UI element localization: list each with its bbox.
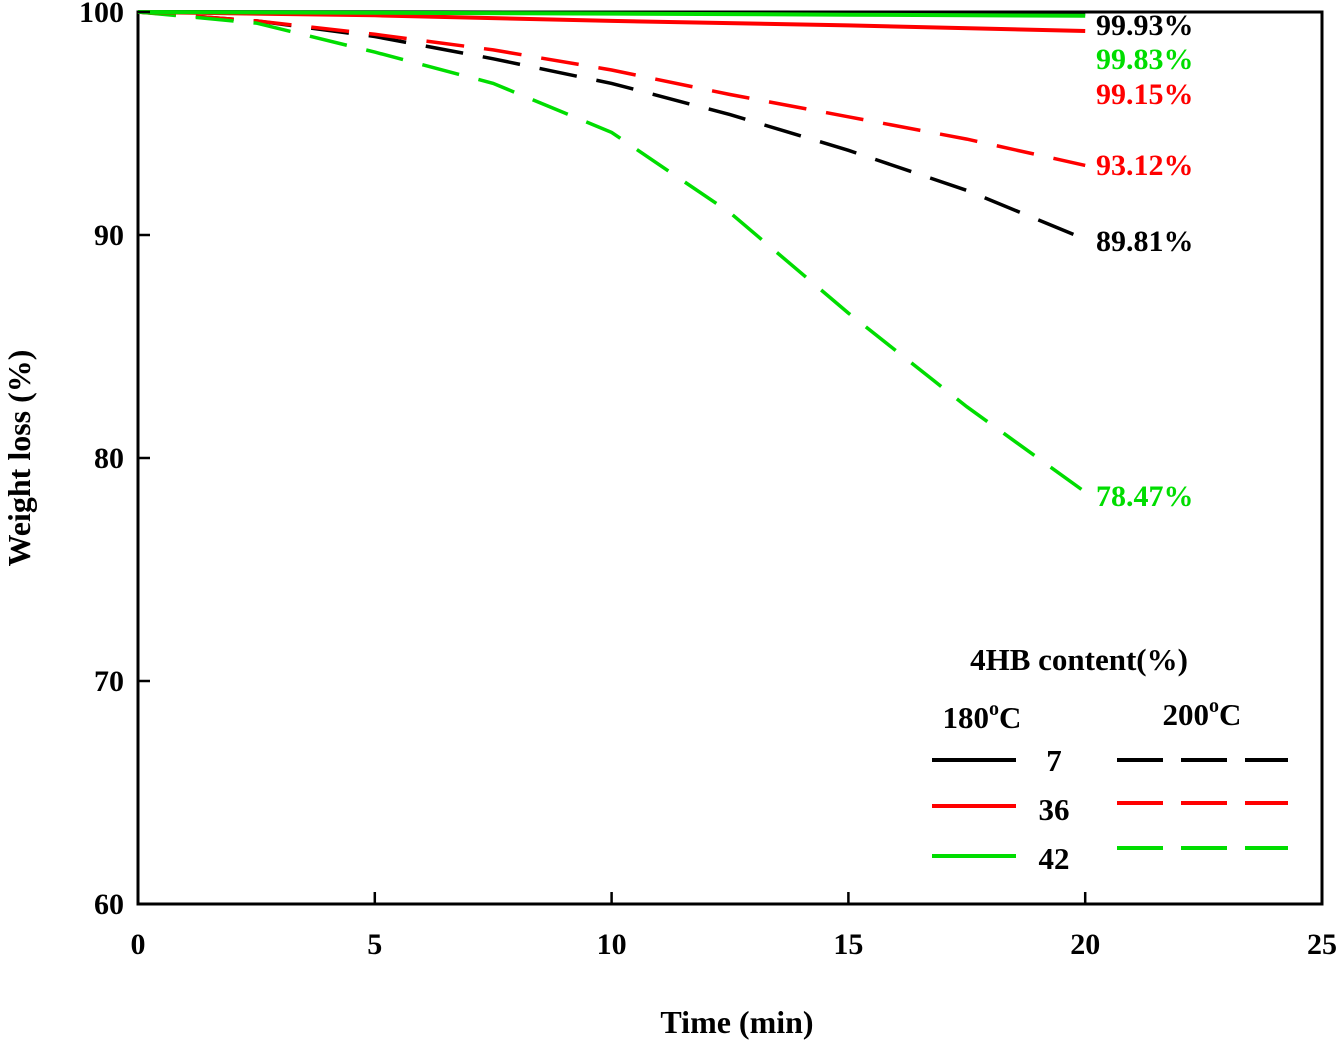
legend-column-180: 180oC: [943, 698, 1022, 735]
series-line-200C-42: [137, 10, 1087, 494]
annotation-label: 99.15%: [1096, 78, 1194, 111]
x-tick-label: 15: [833, 928, 863, 961]
series-layer: [137, 10, 1087, 494]
series-line-180C-42: [137, 10, 1086, 18]
y-tick-label: 90: [94, 219, 124, 252]
y-tick-label: 100: [79, 0, 124, 29]
y-tick-label: 80: [94, 442, 124, 475]
annotation-label: 89.81%: [1096, 225, 1194, 258]
x-tick-label: 0: [131, 928, 146, 961]
legend: 4HB content(%) 180oC 200oC 7 36 42: [932, 642, 1288, 876]
legend-label-42: 42: [1039, 841, 1070, 876]
annotation-layer: 99.93%99.83%99.15% 93.12% 89.81% 78.47%: [1096, 9, 1194, 513]
y-axis-title: Weight loss (%): [1, 350, 37, 567]
legend-label-7: 7: [1046, 743, 1062, 778]
series-line-200C-7: [137, 10, 1086, 241]
annotation-label: 93.12%: [1096, 149, 1194, 182]
plot-area: [136, 10, 1324, 906]
y-tick-label: 60: [94, 888, 124, 921]
x-axis-title: Time (min): [660, 1004, 813, 1040]
series-line-200C-36: [137, 10, 1086, 168]
x-tick-label: 10: [597, 928, 627, 961]
annotation-label: 78.47%: [1096, 480, 1194, 513]
x-tick-label: 20: [1070, 928, 1100, 961]
x-tick-label: 25: [1307, 928, 1337, 961]
axes-layer: 0 5 10 15 20 25 60 70 80 90 100: [79, 0, 1337, 961]
annotation-label: 99.93%: [1096, 9, 1194, 42]
legend-column-200: 200oC: [1163, 695, 1242, 732]
y-tick-label: 70: [94, 665, 124, 698]
legend-title: 4HB content(%): [970, 642, 1188, 677]
legend-label-36: 36: [1039, 792, 1070, 827]
plot-frame: [136, 10, 1324, 906]
x-tick-label: 5: [367, 928, 382, 961]
annotation-label: 99.83%: [1096, 43, 1194, 76]
